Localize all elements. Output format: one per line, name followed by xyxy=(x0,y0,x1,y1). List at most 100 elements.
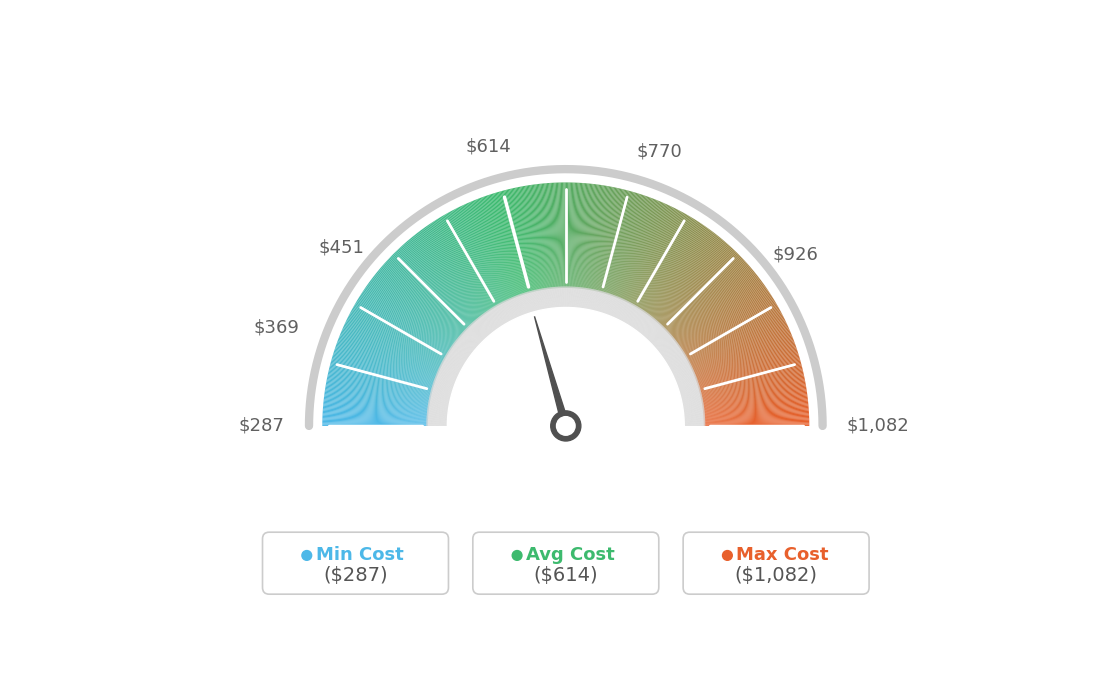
Polygon shape xyxy=(464,330,480,345)
Polygon shape xyxy=(370,281,456,345)
Polygon shape xyxy=(640,221,699,310)
Polygon shape xyxy=(353,306,446,359)
Polygon shape xyxy=(664,346,681,359)
Polygon shape xyxy=(659,340,676,353)
Polygon shape xyxy=(402,245,474,324)
Polygon shape xyxy=(652,237,721,320)
Polygon shape xyxy=(373,276,458,342)
Polygon shape xyxy=(601,293,607,313)
Polygon shape xyxy=(476,199,516,298)
Polygon shape xyxy=(686,308,779,360)
Polygon shape xyxy=(651,235,718,319)
Polygon shape xyxy=(664,348,681,360)
Polygon shape xyxy=(583,184,597,290)
Polygon shape xyxy=(358,297,449,354)
Polygon shape xyxy=(417,232,482,317)
Polygon shape xyxy=(638,315,651,333)
Polygon shape xyxy=(540,184,552,289)
Polygon shape xyxy=(545,183,555,289)
Polygon shape xyxy=(365,287,453,348)
Polygon shape xyxy=(684,417,705,419)
Polygon shape xyxy=(464,204,509,302)
Polygon shape xyxy=(566,182,569,288)
Polygon shape xyxy=(681,394,702,400)
Polygon shape xyxy=(584,184,598,290)
Polygon shape xyxy=(697,351,798,384)
Polygon shape xyxy=(584,288,587,309)
Polygon shape xyxy=(509,189,534,293)
Polygon shape xyxy=(322,416,428,421)
Polygon shape xyxy=(431,389,452,395)
Polygon shape xyxy=(538,289,542,310)
Polygon shape xyxy=(527,186,544,290)
Polygon shape xyxy=(438,368,458,377)
Polygon shape xyxy=(582,184,596,290)
Polygon shape xyxy=(495,306,506,324)
Polygon shape xyxy=(453,344,470,356)
Polygon shape xyxy=(433,385,453,392)
Polygon shape xyxy=(329,369,433,395)
Polygon shape xyxy=(475,320,489,336)
Polygon shape xyxy=(329,366,433,393)
Polygon shape xyxy=(661,252,737,328)
Polygon shape xyxy=(335,347,436,382)
Polygon shape xyxy=(323,400,429,413)
Polygon shape xyxy=(354,304,447,358)
Polygon shape xyxy=(686,308,779,359)
Polygon shape xyxy=(664,347,681,359)
Polygon shape xyxy=(584,288,588,309)
Polygon shape xyxy=(343,326,440,370)
Polygon shape xyxy=(546,183,555,289)
Polygon shape xyxy=(588,289,593,310)
Polygon shape xyxy=(532,290,538,311)
Polygon shape xyxy=(502,190,531,293)
Polygon shape xyxy=(431,222,490,312)
Polygon shape xyxy=(484,313,496,331)
Polygon shape xyxy=(700,378,805,400)
Polygon shape xyxy=(443,359,461,370)
Polygon shape xyxy=(636,313,649,331)
Polygon shape xyxy=(629,210,679,304)
Polygon shape xyxy=(670,268,753,338)
Polygon shape xyxy=(481,315,495,332)
Polygon shape xyxy=(601,190,629,293)
Polygon shape xyxy=(484,197,520,297)
Polygon shape xyxy=(594,188,617,292)
Polygon shape xyxy=(683,412,704,415)
Polygon shape xyxy=(538,184,551,290)
Polygon shape xyxy=(697,353,798,386)
Polygon shape xyxy=(426,226,488,314)
Polygon shape xyxy=(530,291,537,311)
Polygon shape xyxy=(337,342,437,380)
Polygon shape xyxy=(428,403,449,407)
Polygon shape xyxy=(330,362,434,391)
Polygon shape xyxy=(628,308,640,326)
Polygon shape xyxy=(463,205,508,302)
Polygon shape xyxy=(533,290,539,310)
Polygon shape xyxy=(585,185,602,290)
Polygon shape xyxy=(436,219,493,310)
Polygon shape xyxy=(343,324,440,369)
Polygon shape xyxy=(577,184,587,289)
Polygon shape xyxy=(478,317,491,334)
Polygon shape xyxy=(447,308,684,426)
Polygon shape xyxy=(460,334,477,348)
Polygon shape xyxy=(448,212,500,306)
Polygon shape xyxy=(516,295,524,315)
Polygon shape xyxy=(623,204,667,301)
Polygon shape xyxy=(666,351,684,363)
Polygon shape xyxy=(662,345,680,358)
Polygon shape xyxy=(454,209,503,304)
Polygon shape xyxy=(463,331,479,346)
Polygon shape xyxy=(681,293,771,352)
Polygon shape xyxy=(467,203,511,301)
Polygon shape xyxy=(456,208,505,304)
Polygon shape xyxy=(456,339,474,353)
Text: ($287): ($287) xyxy=(323,566,388,585)
Polygon shape xyxy=(322,421,428,424)
Polygon shape xyxy=(446,354,464,366)
Polygon shape xyxy=(346,320,443,367)
Polygon shape xyxy=(580,288,583,308)
Polygon shape xyxy=(668,263,747,335)
Polygon shape xyxy=(528,185,545,290)
